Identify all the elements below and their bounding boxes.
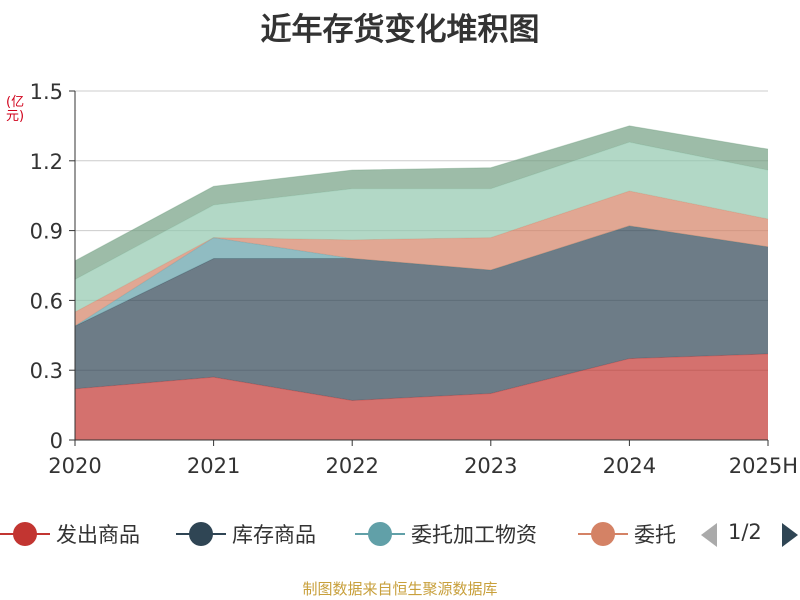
- legend-marker: [578, 516, 628, 552]
- legend-marker: [355, 516, 405, 552]
- legend-item[interactable]: 库存商品: [176, 516, 316, 552]
- legend-label: 发出商品: [56, 523, 140, 547]
- x-tick-label: 2025H: [729, 454, 798, 478]
- area-series-5[interactable]: [75, 125, 768, 280]
- x-tick-label: 2021: [187, 454, 240, 478]
- area-series-edge-1: [74, 225, 769, 327]
- y-tick-label: 0.9: [30, 220, 63, 244]
- legend-label: 委托加工物资: [411, 523, 537, 547]
- area-series-4[interactable]: [75, 142, 768, 313]
- legend-page-indicator: 1/2: [728, 520, 762, 544]
- legend-marker: [0, 516, 50, 552]
- area-series-edge-5: [74, 125, 769, 262]
- legend-item[interactable]: 委托加工物资: [355, 516, 537, 552]
- chart-title: 近年存货变化堆积图: [260, 12, 540, 48]
- axes: 0 0.3 0.6 0.9 1.2 1.5 2020 2021 2022 2023 2024 2025…: [30, 80, 798, 478]
- y-tick-label: 0.3: [30, 359, 63, 383]
- y-tick-label: 0: [50, 429, 63, 453]
- legend-items: 发出商品 库存商品 委托加工物资 委托: [0, 516, 686, 552]
- source-note: 制图数据来自恒生聚源数据库: [302, 580, 498, 598]
- legend-item[interactable]: 发出商品: [0, 516, 140, 552]
- legend-next-page-icon[interactable]: [782, 523, 798, 547]
- legend: 发出商品 库存商品 委托加工物资 委托 1/2: [0, 516, 800, 552]
- area-series-1[interactable]: [75, 225, 768, 401]
- x-tick-label: 2020: [48, 454, 101, 478]
- legend-marker: [176, 516, 226, 552]
- area-series-3[interactable]: [75, 191, 768, 326]
- legend-item[interactable]: 委托: [578, 516, 676, 552]
- legend-prev-page-icon[interactable]: [701, 523, 717, 547]
- legend-label: 库存商品: [232, 523, 316, 547]
- area-series: [74, 125, 769, 440]
- y-tick-label: 1.5: [30, 80, 63, 104]
- area-series-2[interactable]: [75, 225, 768, 326]
- x-tick-label: 2022: [325, 454, 378, 478]
- y-tick-label: 1.2: [30, 150, 63, 174]
- x-tick-label: 2024: [603, 454, 656, 478]
- stacked-area-chart: 0 0.3 0.6 0.9 1.2 1.5 2020 2021 2022 2023 2024 2025…: [30, 80, 798, 478]
- x-tick-label: 2023: [464, 454, 517, 478]
- y-tick-label: 0.6: [30, 289, 63, 313]
- legend-label: 委托: [634, 523, 676, 547]
- unit-label: (亿元): [6, 95, 25, 124]
